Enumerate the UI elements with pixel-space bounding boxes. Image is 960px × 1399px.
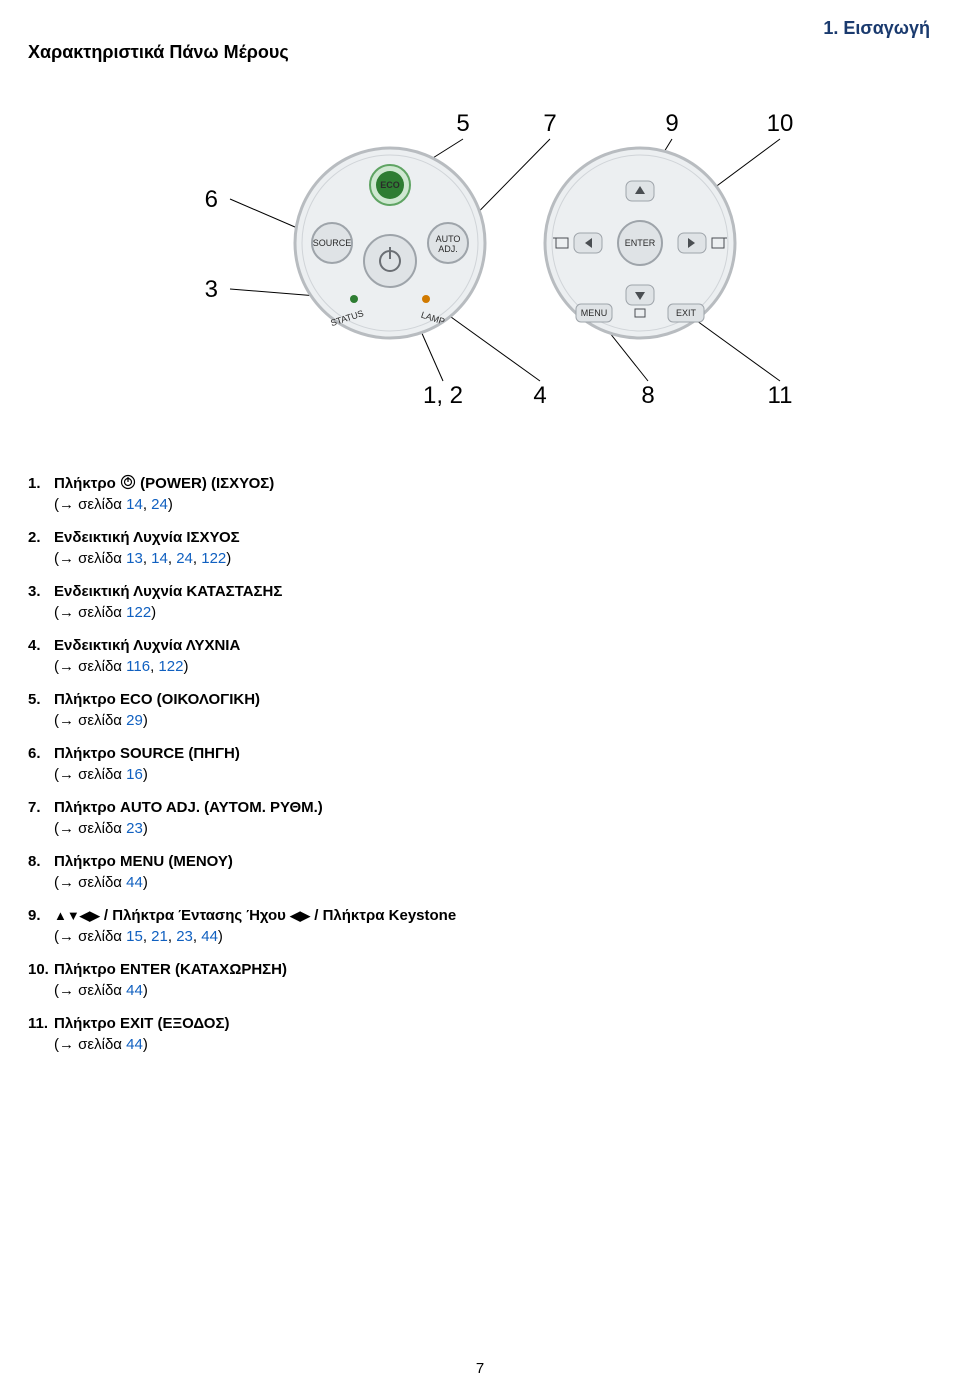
feature-body: Πλήκτρο ENTER (ΚΑΤΑΧΩΡΗΣΗ) (→ σελίδα 44)	[54, 959, 932, 1001]
page-link[interactable]: 24	[151, 496, 168, 513]
feature-list: 1.Πλήκτρο (POWER) (ΙΣΧΥΟΣ) (→ σελίδα 14, …	[28, 473, 932, 1055]
page-link[interactable]: 21	[151, 928, 168, 945]
page-link[interactable]: 24	[176, 550, 193, 567]
source-btn-label: SOURCE	[313, 238, 352, 248]
feature-title: Ενδεικτική Λυχνία ΛΥΧΝΙΑ	[54, 637, 240, 654]
chapter-header: 1. Εισαγωγή	[823, 18, 930, 39]
feature-num: 1.	[28, 473, 54, 515]
page-number: 7	[0, 1360, 960, 1377]
page-link[interactable]: 122	[126, 604, 151, 621]
feature-body: Ενδεικτική Λυχνία ΙΣΧΥΟΣ (→ σελίδα 13, 14…	[54, 527, 932, 569]
feature-body: Ενδεικτική Λυχνία ΛΥΧΝΙΑ (→ σελίδα 116, 1…	[54, 635, 932, 677]
page-link[interactable]: 13	[126, 550, 143, 567]
feature-title: Πλήκτρο (POWER) (ΙΣΧΥΟΣ)	[54, 475, 274, 492]
eco-btn-label: ECO	[380, 180, 400, 190]
feature-body: Πλήκτρο (POWER) (ΙΣΧΥΟΣ) (→ σελίδα 14, 24…	[54, 473, 932, 515]
feature-num: 5.	[28, 689, 54, 731]
feature-item-10: 10.Πλήκτρο ENTER (ΚΑΤΑΧΩΡΗΣΗ) (→ σελίδα 4…	[28, 959, 932, 1001]
feature-body: Πλήκτρο AUTO ADJ. (ΑΥΤΟΜ. ΡΥΘΜ.) (→ σελίδ…	[54, 797, 932, 839]
auto-btn-label-2: ADJ.	[438, 244, 458, 254]
feature-ref: (→ σελίδα 16)	[54, 764, 932, 785]
feature-ref: (→ σελίδα 122)	[54, 602, 932, 623]
feature-title: Πλήκτρο EXIT (ΕΞΟΔΟΣ)	[54, 1015, 229, 1032]
feature-body: Πλήκτρο SOURCE (ΠΗΓΗ) (→ σελίδα 16)	[54, 743, 932, 785]
feature-item-3: 3.Ενδεικτική Λυχνία ΚΑΤΑΣΤΑΣΗΣ (→ σελίδα …	[28, 581, 932, 623]
exit-btn-label: EXIT	[676, 308, 697, 318]
feature-ref: (→ σελίδα 44)	[54, 872, 932, 893]
feature-ref: (→ σελίδα 23)	[54, 818, 932, 839]
auto-btn-label-1: AUTO	[436, 234, 461, 244]
feature-item-5: 5.Πλήκτρο ECO (ΟΙΚΟΛΟΓΙΚΗ) (→ σελίδα 29)	[28, 689, 932, 731]
feature-item-8: 8.Πλήκτρο MENU (ΜΕΝΟΥ) (→ σελίδα 44)	[28, 851, 932, 893]
feature-num: 11.	[28, 1013, 54, 1055]
svg-text:9: 9	[665, 110, 678, 137]
feature-item-11: 11.Πλήκτρο EXIT (ΕΞΟΔΟΣ) (→ σελίδα 44)	[28, 1013, 932, 1055]
feature-title: Πλήκτρο MENU (ΜΕΝΟΥ)	[54, 853, 233, 870]
svg-text:10: 10	[767, 110, 794, 137]
page-link[interactable]: 23	[176, 928, 193, 945]
page-link[interactable]: 44	[126, 982, 143, 999]
feature-num: 9.	[28, 905, 54, 947]
page-link[interactable]: 44	[126, 874, 143, 891]
page-link[interactable]: 14	[126, 496, 143, 513]
power-icon	[120, 474, 136, 490]
feature-item-9: 9.▲▼◀▶ / Πλήκτρα Έντασης Ήχου ◀▶ / Πλήκτ…	[28, 905, 932, 947]
control-panel-diagram: 5 7 9 10 6 3 1, 2 4 8 11 ECO SOURCE AUTO ADJ.	[28, 103, 932, 423]
diagram-svg: 5 7 9 10 6 3 1, 2 4 8 11 ECO SOURCE AUTO ADJ.	[100, 103, 860, 423]
feature-ref: (→ σελίδα 15, 21, 23, 44)	[54, 926, 932, 947]
page-link[interactable]: 16	[126, 766, 143, 783]
feature-body: ▲▼◀▶ / Πλήκτρα Έντασης Ήχου ◀▶ / Πλήκτρα…	[54, 905, 932, 947]
feature-body: Πλήκτρο EXIT (ΕΞΟΔΟΣ) (→ σελίδα 44)	[54, 1013, 932, 1055]
page-link[interactable]: 23	[126, 820, 143, 837]
feature-ref: (→ σελίδα 13, 14, 24, 122)	[54, 548, 932, 569]
page-link[interactable]: 15	[126, 928, 143, 945]
svg-text:8: 8	[641, 382, 654, 409]
svg-text:1, 2: 1, 2	[423, 382, 463, 409]
feature-body: Πλήκτρο ECO (ΟΙΚΟΛΟΓΙΚΗ) (→ σελίδα 29)	[54, 689, 932, 731]
svg-text:3: 3	[205, 276, 218, 303]
feature-title: Πλήκτρο ECO (ΟΙΚΟΛΟΓΙΚΗ)	[54, 691, 260, 708]
section-title: Χαρακτηριστικά Πάνω Μέρους	[28, 42, 932, 63]
feature-ref: (→ σελίδα 116, 122)	[54, 656, 932, 677]
feature-item-4: 4.Ενδεικτική Λυχνία ΛΥΧΝΙΑ (→ σελίδα 116,…	[28, 635, 932, 677]
feature-num: 10.	[28, 959, 54, 1001]
feature-ref: (→ σελίδα 44)	[54, 980, 932, 1001]
feature-ref: (→ σελίδα 14, 24)	[54, 494, 932, 515]
feature-num: 4.	[28, 635, 54, 677]
feature-num: 3.	[28, 581, 54, 623]
feature-item-7: 7.Πλήκτρο AUTO ADJ. (ΑΥΤΟΜ. ΡΥΘΜ.) (→ σελ…	[28, 797, 932, 839]
feature-title: Ενδεικτική Λυχνία ΙΣΧΥΟΣ	[54, 529, 240, 546]
feature-body: Πλήκτρο MENU (ΜΕΝΟΥ) (→ σελίδα 44)	[54, 851, 932, 893]
page-link[interactable]: 14	[151, 550, 168, 567]
page-link[interactable]: 122	[158, 658, 183, 675]
page-link[interactable]: 44	[201, 928, 218, 945]
feature-title: Πλήκτρο AUTO ADJ. (ΑΥΤΟΜ. ΡΥΘΜ.)	[54, 799, 323, 816]
feature-num: 6.	[28, 743, 54, 785]
feature-title: ▲▼◀▶ / Πλήκτρα Έντασης Ήχου ◀▶ / Πλήκτρα…	[54, 907, 456, 924]
menu-btn-label: MENU	[581, 308, 608, 318]
svg-text:6: 6	[205, 186, 218, 213]
page-link[interactable]: 122	[201, 550, 226, 567]
svg-text:11: 11	[768, 382, 793, 409]
feature-item-1: 1.Πλήκτρο (POWER) (ΙΣΧΥΟΣ) (→ σελίδα 14, …	[28, 473, 932, 515]
feature-ref: (→ σελίδα 44)	[54, 1034, 932, 1055]
feature-num: 7.	[28, 797, 54, 839]
feature-title: Πλήκτρο ENTER (ΚΑΤΑΧΩΡΗΣΗ)	[54, 961, 287, 978]
svg-text:4: 4	[533, 382, 546, 409]
feature-num: 8.	[28, 851, 54, 893]
page-link[interactable]: 44	[126, 1036, 143, 1053]
feature-ref: (→ σελίδα 29)	[54, 710, 932, 731]
feature-body: Ενδεικτική Λυχνία ΚΑΤΑΣΤΑΣΗΣ (→ σελίδα 12…	[54, 581, 932, 623]
enter-btn-label: ENTER	[625, 238, 656, 248]
feature-item-2: 2.Ενδεικτική Λυχνία ΙΣΧΥΟΣ (→ σελίδα 13, …	[28, 527, 932, 569]
svg-text:5: 5	[456, 110, 469, 137]
feature-title: Ενδεικτική Λυχνία ΚΑΤΑΣΤΑΣΗΣ	[54, 583, 282, 600]
feature-title: Πλήκτρο SOURCE (ΠΗΓΗ)	[54, 745, 240, 762]
page-link[interactable]: 116	[126, 658, 150, 675]
feature-item-6: 6.Πλήκτρο SOURCE (ΠΗΓΗ) (→ σελίδα 16)	[28, 743, 932, 785]
feature-num: 2.	[28, 527, 54, 569]
svg-text:7: 7	[543, 110, 556, 137]
page-link[interactable]: 29	[126, 712, 143, 729]
